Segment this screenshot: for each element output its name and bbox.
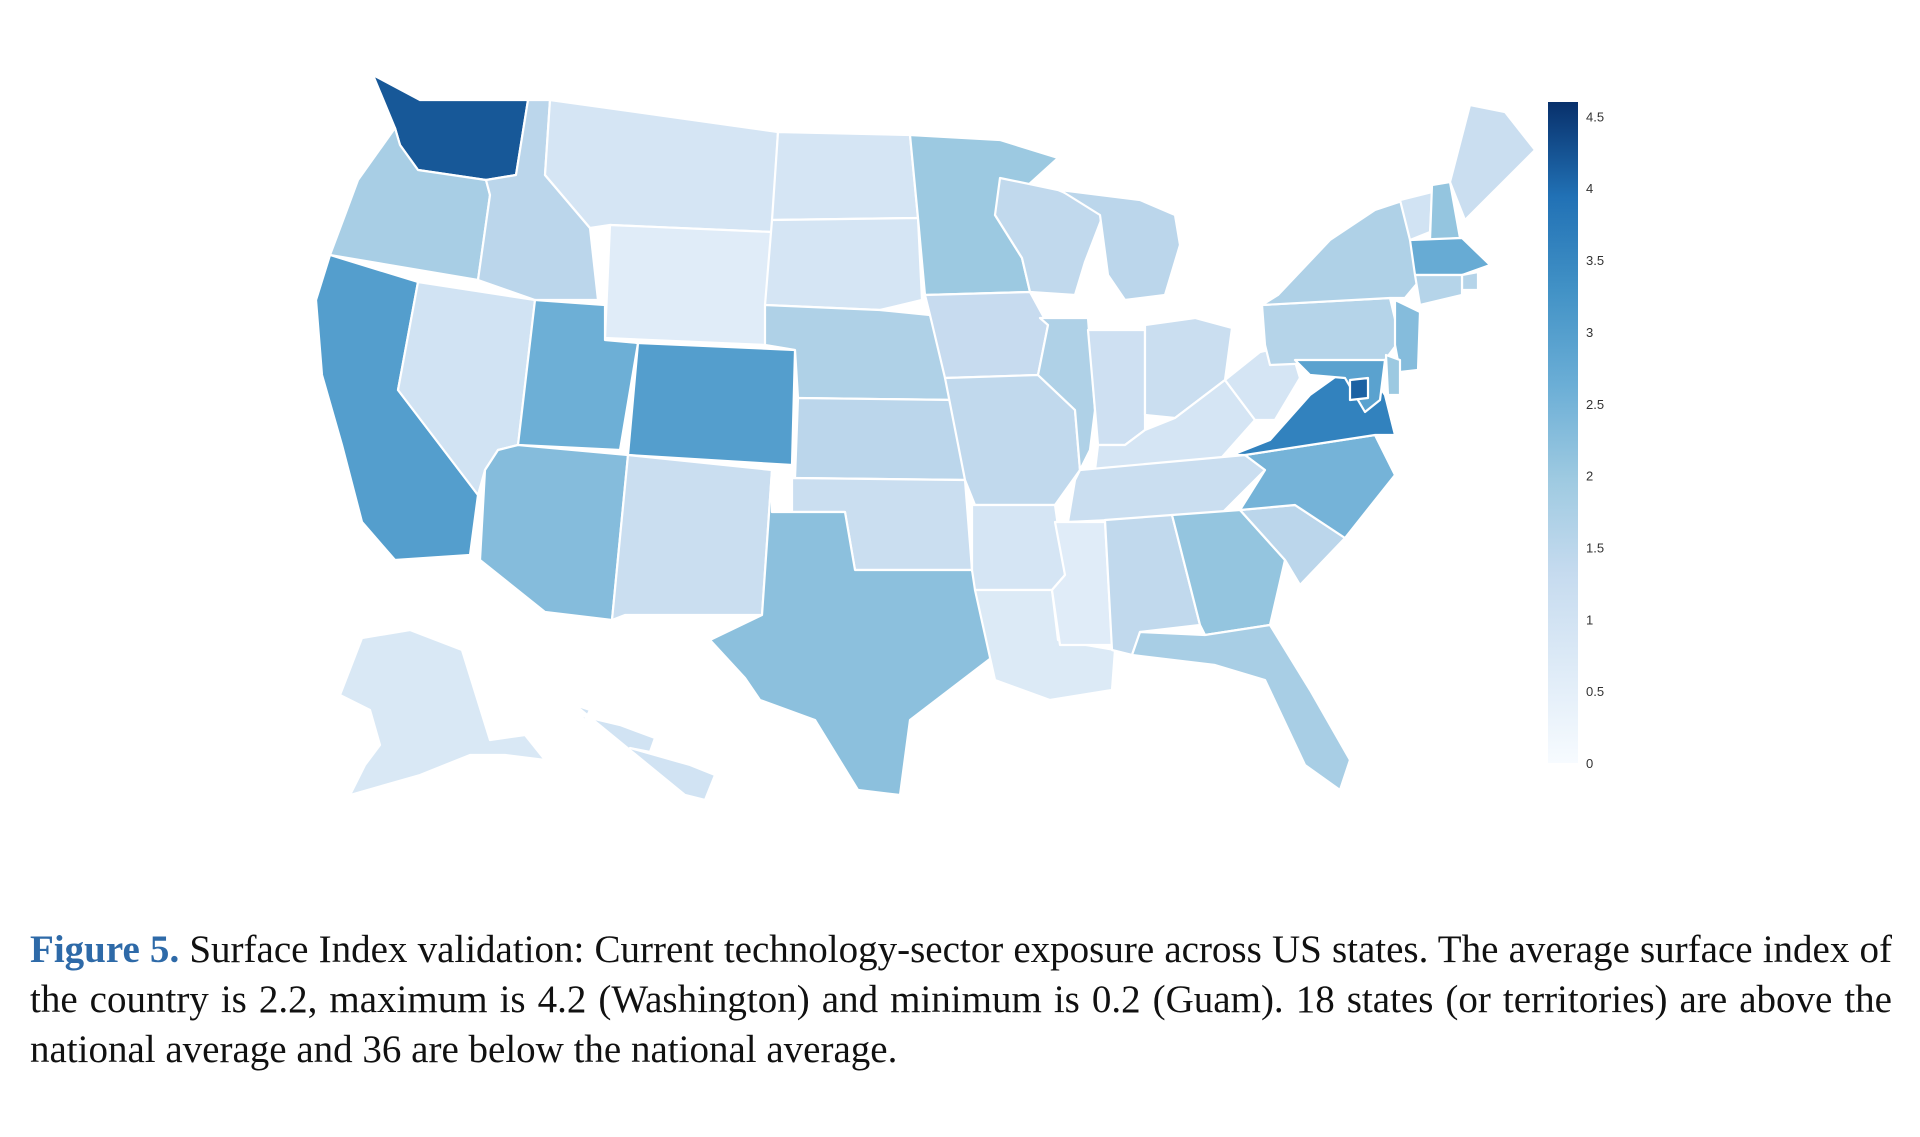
- figure-caption: Figure 5. Surface Index validation: Curr…: [30, 925, 1892, 1075]
- us-choropleth-map: 0 0.5 1 1.5 2 2.5 3 3.5 4 4.5: [314, 73, 1604, 802]
- colorbar-tick-label: 4.5: [1586, 109, 1604, 124]
- colorbar-tick-label: 1: [1586, 612, 1593, 627]
- state-ar: [970, 503, 1067, 592]
- colorbar-tick-label: 2: [1586, 469, 1593, 484]
- state-nc: [1238, 433, 1397, 540]
- state-ct: [1413, 273, 1464, 307]
- state-tx: [708, 468, 997, 797]
- state-sd: [763, 216, 924, 312]
- state-me: [1448, 103, 1537, 222]
- state-fl: [1130, 623, 1352, 792]
- colorbar-tick-label: 1.5: [1586, 540, 1604, 555]
- state-in: [1086, 328, 1147, 447]
- state-mt: [543, 98, 780, 234]
- state-nm: [610, 453, 774, 622]
- colorbar-gradient: [1548, 102, 1578, 763]
- state-ma: [1408, 236, 1492, 277]
- state-ia: [923, 290, 1050, 380]
- state-ri: [1460, 270, 1480, 292]
- state-ny: [1260, 198, 1422, 307]
- state-mi: [1058, 188, 1182, 302]
- state-shapes: [314, 73, 1537, 802]
- state-nd: [770, 130, 920, 222]
- state-de: [1384, 353, 1402, 397]
- colorbar-tick-label: 4: [1586, 181, 1593, 196]
- state-nj: [1393, 298, 1422, 374]
- state-ms: [1050, 520, 1114, 647]
- state-dc: [1348, 376, 1370, 402]
- state-hi: [573, 703, 717, 802]
- colorbar-tick-label: 2.5: [1586, 397, 1604, 412]
- colorbar-tick-label: 0.5: [1586, 684, 1604, 699]
- colorbar-tick-label: 0: [1586, 756, 1593, 771]
- state-pa: [1260, 296, 1402, 367]
- colorbar-tick-label: 3: [1586, 325, 1593, 340]
- state-az: [478, 443, 630, 622]
- state-ks: [793, 396, 967, 482]
- caption-text: Surface Index validation: Current techno…: [30, 928, 1893, 1071]
- state-co: [626, 341, 797, 467]
- colorbar-tick-label: 3.5: [1586, 253, 1604, 268]
- state-wy: [603, 223, 774, 347]
- figure-label: Figure 5.: [30, 928, 180, 971]
- state-ak: [338, 628, 547, 797]
- colorbar: 0 0.5 1 1.5 2 2.5 3 3.5 4 4.5: [1548, 102, 1604, 771]
